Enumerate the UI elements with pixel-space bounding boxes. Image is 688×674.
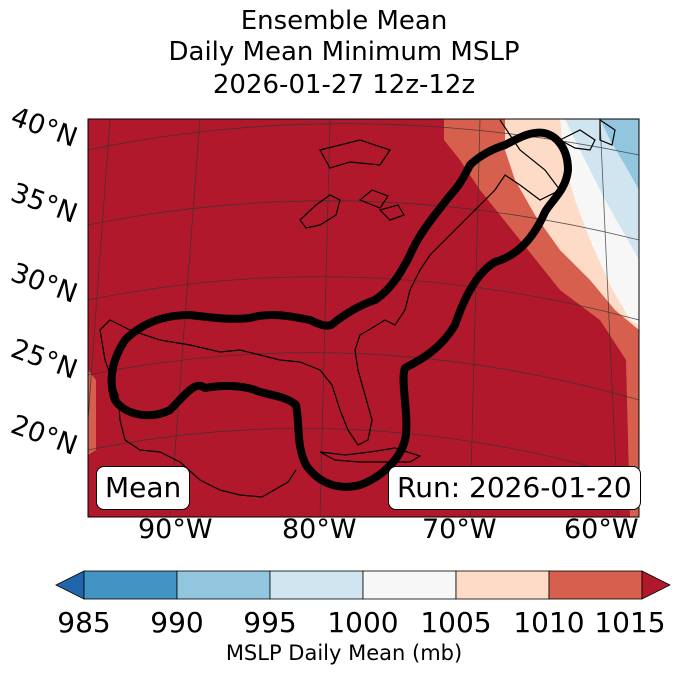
- colorbar-tick: 995: [243, 606, 297, 639]
- colorbar-bin-1000-1005: [362, 570, 457, 600]
- colorbar-bin-985-990: [83, 570, 178, 600]
- colorbar-bin-995-1000: [269, 570, 364, 600]
- run-date-box: Run: 2026-01-20: [388, 466, 641, 510]
- mean-box: Mean: [96, 466, 191, 510]
- colorbar-tick: 1000: [327, 606, 399, 639]
- lon-label-60w: 60°W: [564, 514, 639, 545]
- colorbar-extend-high: [641, 570, 671, 600]
- title-line-3: 2026-01-27 12z-12z: [212, 70, 476, 100]
- colorbar-bin-1010-1015: [548, 570, 643, 600]
- colorbar-tick: 1010: [513, 606, 585, 639]
- colorbar-bin-990-995: [176, 570, 271, 600]
- graticule: [88, 119, 639, 517]
- field-990-995: [600, 119, 639, 190]
- colorbar-bin-1005-1010: [455, 570, 550, 600]
- field-1010-1015-west: [88, 370, 96, 455]
- title-line-2: Daily Mean Minimum MSLP: [168, 37, 520, 67]
- map-frame: [87, 118, 640, 518]
- lon-label-80w: 80°W: [282, 514, 357, 545]
- colorbar-tick: 985: [57, 606, 111, 639]
- coastlines: [99, 119, 616, 498]
- lon-label-70w: 70°W: [422, 514, 497, 545]
- colorbar-label: MSLP Daily Mean (mb): [225, 641, 463, 665]
- colorbar-extend-low: [55, 570, 85, 600]
- colorbar: [55, 570, 671, 600]
- colorbar-tick: 990: [150, 606, 204, 639]
- ensemble-outline-contour: [107, 128, 572, 491]
- colorbar-tick: 1005: [420, 606, 492, 639]
- title-line-1: Ensemble Mean: [240, 6, 448, 36]
- colorbar-tick: 1015: [594, 606, 666, 639]
- lon-label-90w: 90°W: [138, 514, 213, 545]
